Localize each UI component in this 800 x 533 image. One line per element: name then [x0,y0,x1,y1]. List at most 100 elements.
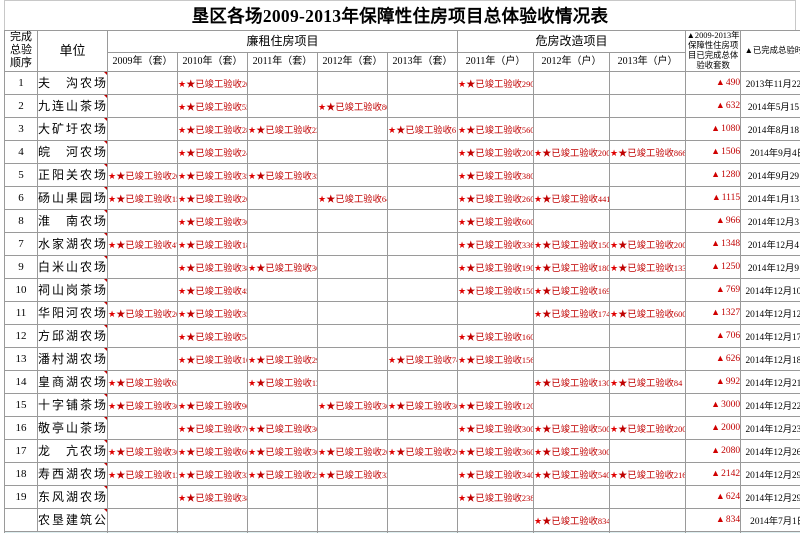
star-icon: ★ [458,216,467,227]
star-icon: ★ [178,469,187,480]
cell-accepted-count: ★★已竣工验收600 [609,300,687,325]
star-icon: ★ [458,492,467,503]
cell-accepted-count: ★★已竣工验收380 [177,254,248,279]
table-row[interactable]: 9白米山农场★★已竣工验收380★★已竣工验收367★★已竣工验收190★★已竣… [4,254,800,279]
star-icon: ★ [178,239,187,250]
star-icon: ★ [610,147,619,158]
triangle-icon: ▲ [711,307,721,318]
row-total-units: ▲1348 [685,231,742,256]
cell-value: 330 [241,470,247,480]
star-icon: ★ [178,354,187,365]
cell-accepted-count [457,507,535,532]
table-row[interactable]: 15十字铺茶场★★已竣工验收300★★已竣工验收900★★已竣工验收300★★已… [4,392,800,417]
cell-value: 200 [171,309,177,319]
star-icon: ★ [318,193,327,204]
cell-label: ★已竣工验收 [186,470,242,481]
cell-label: ★已竣工验收 [186,286,242,297]
cell-label: ★已竣工验收 [542,263,598,274]
cell-accepted-count [609,116,687,141]
row-sequence: 8 [4,208,38,233]
table-row[interactable]: 17龙 亢农场★★已竣工验收300★★已竣工验收600★★已竣工验收300★★已… [4,438,800,463]
cell-accepted-count: ★★已竣工验收500 [533,415,611,440]
cell-label: ★已竣工验收 [542,447,598,458]
table-row[interactable]: 8淮 南农场★★已竣工验收366★★已竣工验收600▲9662014年12月3日 [4,208,800,233]
cell-value: 300 [311,424,317,434]
cell-value: 240 [241,148,247,158]
star-icon: ★ [388,354,397,365]
header-sub-2013-danger: 2013年（户） [609,52,687,72]
triangle-icon: ▲ [715,77,725,88]
row-unit-name: 寿西湖农场 [37,461,108,486]
table-row[interactable]: 农垦建筑公司★★已竣工验收834▲8342014年7月1日 [4,507,800,532]
cell-accepted-count [609,346,687,371]
star-icon: ★ [108,308,117,319]
table-row[interactable]: 3大矿圩农场★★已竣工验收280★★已竣工验收234★★已竣工验收6★★已竣工验… [4,116,800,141]
cell-label: ★已竣工验收 [186,401,242,412]
table-row[interactable]: 6砀山果园场★★已竣工验收150★★已竣工验收200★★已竣工验收64★★已竣工… [4,185,800,210]
star-icon: ★ [178,193,187,204]
cell-accepted-count [386,231,459,256]
cell-label: ★已竣工验收 [466,125,522,136]
table-row[interactable]: 12方邱湖农场★★已竣工验收546★★已竣工验收160▲7062014年12月1… [4,323,800,348]
cell-value: 130 [597,378,610,388]
cell-label: ★已竣工验收 [326,401,382,412]
cell-accepted-count: ★★已竣工验收260 [457,185,535,210]
cell-accepted-count [317,70,388,95]
triangle-icon: ▲ [715,330,725,341]
star-icon: ★ [318,400,327,411]
row-total-units: ▲769 [685,277,742,302]
cell-accepted-count: ★★已竣工验收300 [386,392,459,417]
star-icon: ★ [318,101,327,112]
row-completion-date: 2014年8月18日 [740,116,800,141]
cell-value: 552 [241,102,247,112]
cell-accepted-count [247,300,318,325]
row-total-value: 769 [725,285,741,296]
row-completion-date: 2014年9月29日 [740,162,800,187]
cell-value: 257 [311,470,317,480]
cell-accepted-count [107,277,178,302]
table-row[interactable]: 13潘村湖农场★★已竣工验收100★★已竣工验收296★★已竣工验收74★★已竣… [4,346,800,371]
cell-accepted-count: ★★已竣工验收200 [177,185,248,210]
cell-accepted-count [107,323,178,348]
table-row[interactable]: 18寿西湖农场★★已竣工验收123★★已竣工验收330★★已竣工验收257★★已… [4,461,800,486]
table-row[interactable]: 1夫 沟农场★★已竣工验收200★★已竣工验收290▲4902013年11月22… [4,70,800,95]
cell-value: 350 [311,171,317,181]
cell-accepted-count [107,70,178,95]
table-row[interactable]: 7水家湖农场★★已竣工验收475★★已竣工验收187★★已竣工验收336★★已竣… [4,231,800,256]
row-total-value: 632 [725,101,741,112]
table-row[interactable]: 5正阳关农场★★已竣工验收200★★已竣工验收350★★已竣工验收350★★已竣… [4,162,800,187]
cell-label: ★已竣工验收 [186,194,242,205]
row-unit-name: 夫 沟农场 [37,70,108,95]
cell-accepted-count: ★★已竣工验收150 [107,185,178,210]
header-sub-2012-rent: 2012年（套） [317,52,388,72]
cell-accepted-count [107,116,178,141]
row-total-value: 2080 [721,446,741,457]
cell-accepted-count: ★★已竣工验收64 [317,185,388,210]
cell-label: ★已竣工验收 [256,355,312,366]
cell-label: ★已竣工验收 [186,125,242,136]
row-total-units: ▲632 [685,93,742,118]
table-row[interactable]: 4皖 河农场★★已竣工验收240★★已竣工验收200★★已竣工验收200★★已竣… [4,139,800,164]
cell-accepted-count [386,93,459,118]
cell-label: ★已竣工验收 [466,217,522,228]
cell-accepted-count [317,507,388,532]
cell-label: ★已竣工验收 [186,309,242,320]
table-row[interactable]: 19东风湖农场★★已竣工验收386★★已竣工验收238▲6242014年12月2… [4,484,800,509]
table-row[interactable]: 16敬亭山茶场★★已竣工验收700★★已竣工验收300★★已竣工验收300★★已… [4,415,800,440]
star-icon: ★ [388,124,397,135]
page-title: 垦区各场2009-2013年保障性住房项目总体验收情况表 [191,6,609,26]
table-row[interactable]: 10祠山岗茶场★★已竣工验收450★★已竣工验收150★★已竣工验收169▲76… [4,277,800,302]
triangle-icon: ▲ [715,376,725,387]
cell-accepted-count: ★★已竣工验收169 [533,277,611,302]
cell-accepted-count [386,208,459,233]
cell-accepted-count [609,507,687,532]
table-row[interactable]: 14皇商湖农场★★已竣工验收652★★已竣工验收126★★已竣工验收130★★已… [4,369,800,394]
row-sequence: 19 [4,484,38,509]
cell-accepted-count [247,392,318,417]
cell-accepted-count: ★★已竣工验收360 [457,438,535,463]
table-row[interactable]: 11华阳河农场★★已竣工验收200★★已竣工验收353★★已竣工验收174★★已… [4,300,800,325]
row-sequence: 13 [4,346,38,371]
row-unit-name: 正阳关农场 [37,162,108,187]
cell-label: ★已竣工验收 [116,470,172,481]
